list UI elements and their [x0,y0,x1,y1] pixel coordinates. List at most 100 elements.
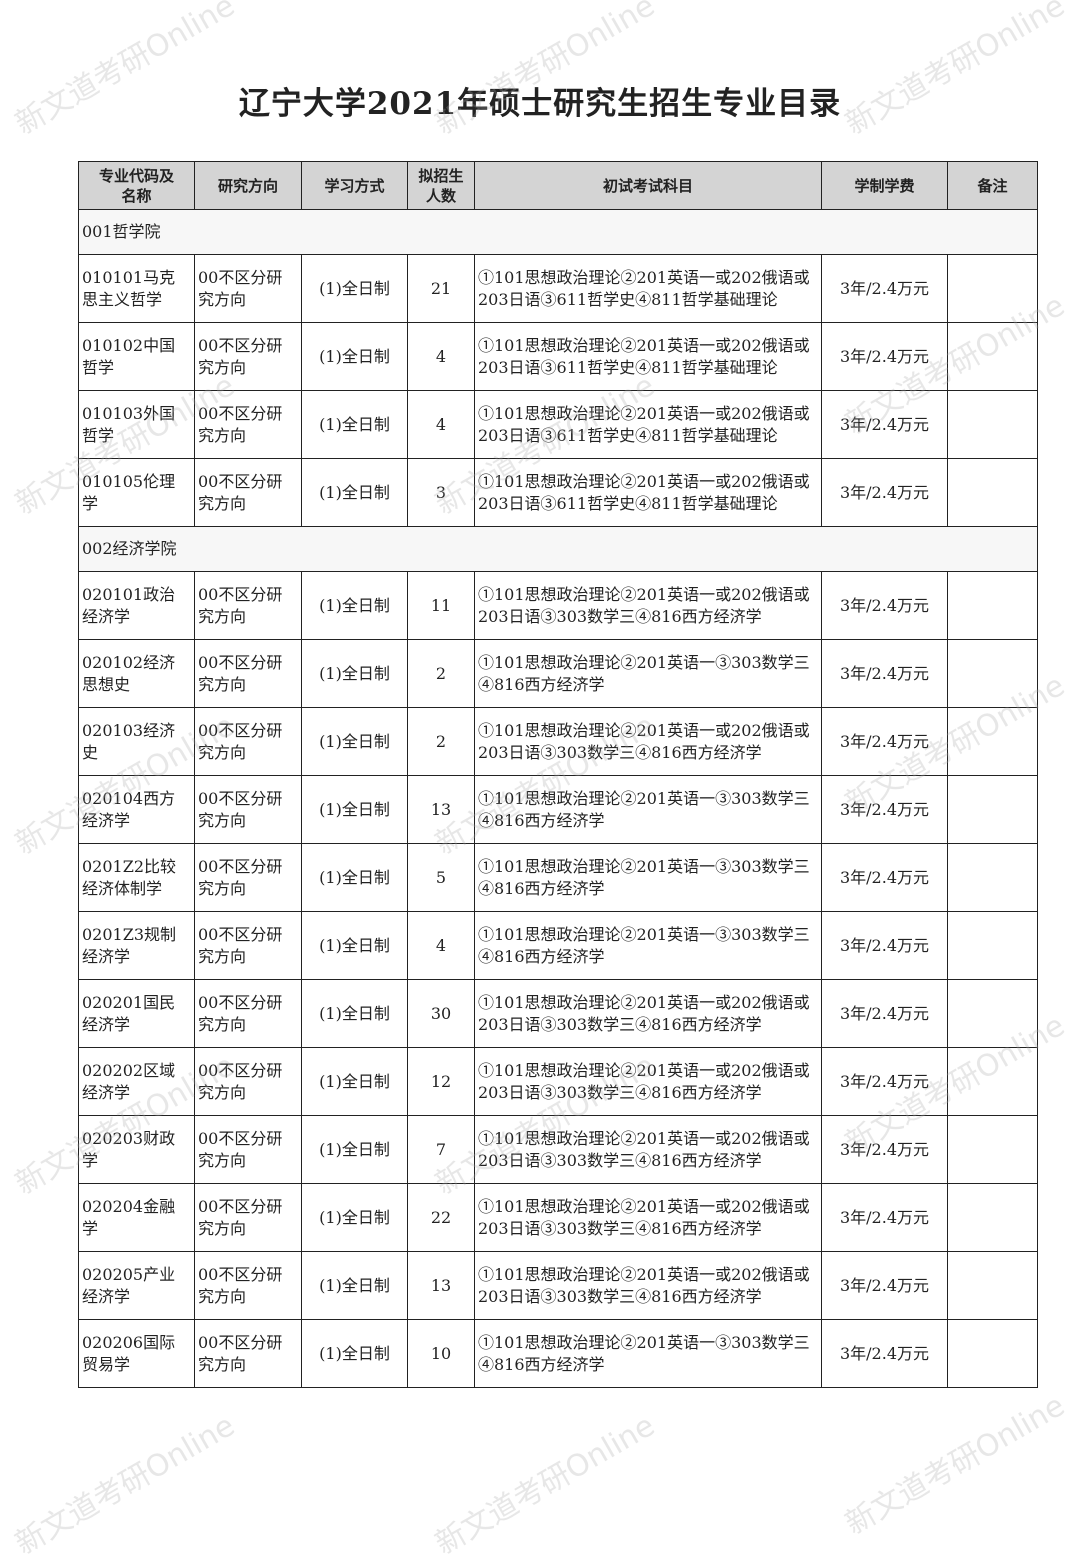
major-cell: 020203财政学 [78,1115,195,1184]
page-title: 辽宁大学2021年硕士研究生招生专业目录 [238,86,842,122]
note-cell [947,843,1038,912]
watermark: 新文道考研Online [9,1408,241,1562]
quota-cell: 2 [407,707,475,776]
exams-cell: ①101思想政治理论②201英语一③303数学三④816西方经济学 [474,1319,822,1388]
quota-cell: 2 [407,639,475,708]
exams-cell: ①101思想政治理论②201英语一或202俄语或203日语③611哲学史④811… [474,322,822,391]
exams-cell: ①101思想政治理论②201英语一③303数学三④816西方经济学 [474,775,822,844]
header-row: 专业代码及名称 研究方向 学习方式 拟招生人数 初试考试科目 学制学费 备注 [78,161,1038,210]
note-cell [947,911,1038,980]
direction-cell: 00不区分研究方向 [194,1251,302,1320]
fee-cell: 3年/2.4万元 [821,1319,948,1388]
quota-cell: 12 [407,1047,475,1116]
table-row: 020201国民经济学 00不区分研究方向 (1)全日制 30 ①101思想政治理论②2… [78,979,1038,1048]
note-cell [947,639,1038,708]
direction-cell: 00不区分研究方向 [194,571,302,640]
major-cell: 020201国民经济学 [78,979,195,1048]
exams-cell: ①101思想政治理论②201英语一或202俄语或203日语③303数学三④816… [474,1115,822,1184]
exams-cell: ①101思想政治理论②201英语一或202俄语或203日语③303数学三④816… [474,571,822,640]
direction-cell: 00不区分研究方向 [194,911,302,980]
table-row: 020203财政学 00不区分研究方向 (1)全日制 7 ①101思想政治理论②201英… [78,1115,1038,1184]
major-cell: 020101政治经济学 [78,571,195,640]
note-cell [947,979,1038,1048]
fee-cell: 3年/2.4万元 [821,707,948,776]
table-row: 020206国际贸易学 00不区分研究方向 (1)全日制 10 ①101思想政治理论②2… [78,1319,1038,1388]
exams-cell: ①101思想政治理论②201英语一或202俄语或203日语③303数学三④816… [474,1251,822,1320]
quota-cell: 3 [407,458,475,527]
note-cell [947,1319,1038,1388]
direction-cell: 00不区分研究方向 [194,322,302,391]
quota-cell: 13 [407,1251,475,1320]
table-row: 020101政治经济学 00不区分研究方向 (1)全日制 11 ①101思想政治理论②2… [78,571,1038,640]
note-cell [947,390,1038,459]
direction-cell: 00不区分研究方向 [194,979,302,1048]
fee-cell: 3年/2.4万元 [821,1251,948,1320]
direction-cell: 00不区分研究方向 [194,390,302,459]
mode-cell: (1)全日制 [301,707,408,776]
major-cell: 020202区域经济学 [78,1047,195,1116]
fee-cell: 3年/2.4万元 [821,639,948,708]
table-row: 010101马克思主义哲学 00不区分研究方向 (1)全日制 21 ①101思想政治理论… [78,254,1038,323]
quota-cell: 4 [407,322,475,391]
header-quota: 拟招生人数 [407,161,475,210]
direction-cell: 00不区分研究方向 [194,775,302,844]
quota-cell: 21 [407,254,475,323]
section-name: 001哲学院 [78,209,1038,255]
table-row: 010105伦理学 00不区分研究方向 (1)全日制 3 ①101思想政治理论②201英… [78,458,1038,527]
note-cell [947,254,1038,323]
major-cell: 020206国际贸易学 [78,1319,195,1388]
mode-cell: (1)全日制 [301,775,408,844]
quota-cell: 7 [407,1115,475,1184]
direction-cell: 00不区分研究方向 [194,1047,302,1116]
mode-cell: (1)全日制 [301,1047,408,1116]
fee-cell: 3年/2.4万元 [821,979,948,1048]
fee-cell: 3年/2.4万元 [821,322,948,391]
note-cell [947,1047,1038,1116]
mode-cell: (1)全日制 [301,254,408,323]
exams-cell: ①101思想政治理论②201英语一③303数学三④816西方经济学 [474,843,822,912]
header-direction: 研究方向 [194,161,302,210]
fee-cell: 3年/2.4万元 [821,390,948,459]
exams-cell: ①101思想政治理论②201英语一或202俄语或203日语③303数学三④816… [474,1047,822,1116]
mode-cell: (1)全日制 [301,458,408,527]
mode-cell: (1)全日制 [301,639,408,708]
table-row: 010103外国哲学 00不区分研究方向 (1)全日制 4 ①101思想政治理论②201… [78,390,1038,459]
fee-cell: 3年/2.4万元 [821,571,948,640]
mode-cell: (1)全日制 [301,571,408,640]
exams-cell: ①101思想政治理论②201英语一或202俄语或203日语③611哲学史④811… [474,458,822,527]
table-row: 0201Z2比较经济体制学 00不区分研究方向 (1)全日制 5 ①101思想政治理论②… [78,843,1038,912]
note-cell [947,322,1038,391]
exams-cell: ①101思想政治理论②201英语一③303数学三④816西方经济学 [474,911,822,980]
major-cell: 020102经济思想史 [78,639,195,708]
table-row: 020102经济思想史 00不区分研究方向 (1)全日制 2 ①101思想政治理论②20… [78,639,1038,708]
fee-cell: 3年/2.4万元 [821,1183,948,1252]
major-cell: 010101马克思主义哲学 [78,254,195,323]
quota-cell: 22 [407,1183,475,1252]
note-cell [947,1251,1038,1320]
section-name: 002经济学院 [78,526,1038,572]
fee-cell: 3年/2.4万元 [821,911,948,980]
direction-cell: 00不区分研究方向 [194,458,302,527]
watermark: 新文道考研Online [429,1408,661,1562]
fee-cell: 3年/2.4万元 [821,1115,948,1184]
header-mode: 学习方式 [301,161,408,210]
note-cell [947,1115,1038,1184]
direction-cell: 00不区分研究方向 [194,707,302,776]
fee-cell: 3年/2.4万元 [821,1047,948,1116]
direction-cell: 00不区分研究方向 [194,254,302,323]
header-fee: 学制学费 [821,161,948,210]
quota-cell: 4 [407,390,475,459]
mode-cell: (1)全日制 [301,843,408,912]
mode-cell: (1)全日制 [301,1319,408,1388]
note-cell [947,775,1038,844]
exams-cell: ①101思想政治理论②201英语一或202俄语或203日语③611哲学史④811… [474,390,822,459]
header-note: 备注 [947,161,1038,210]
section-row: 001哲学院 [78,209,1038,255]
mode-cell: (1)全日制 [301,390,408,459]
mode-cell: (1)全日制 [301,979,408,1048]
major-cell: 010105伦理学 [78,458,195,527]
table-row: 020205产业经济学 00不区分研究方向 (1)全日制 13 ①101思想政治理论②2… [78,1251,1038,1320]
header-major: 专业代码及名称 [78,161,195,210]
fee-cell: 3年/2.4万元 [821,843,948,912]
table-row: 020104西方经济学 00不区分研究方向 (1)全日制 13 ①101思想政治理论②2… [78,775,1038,844]
